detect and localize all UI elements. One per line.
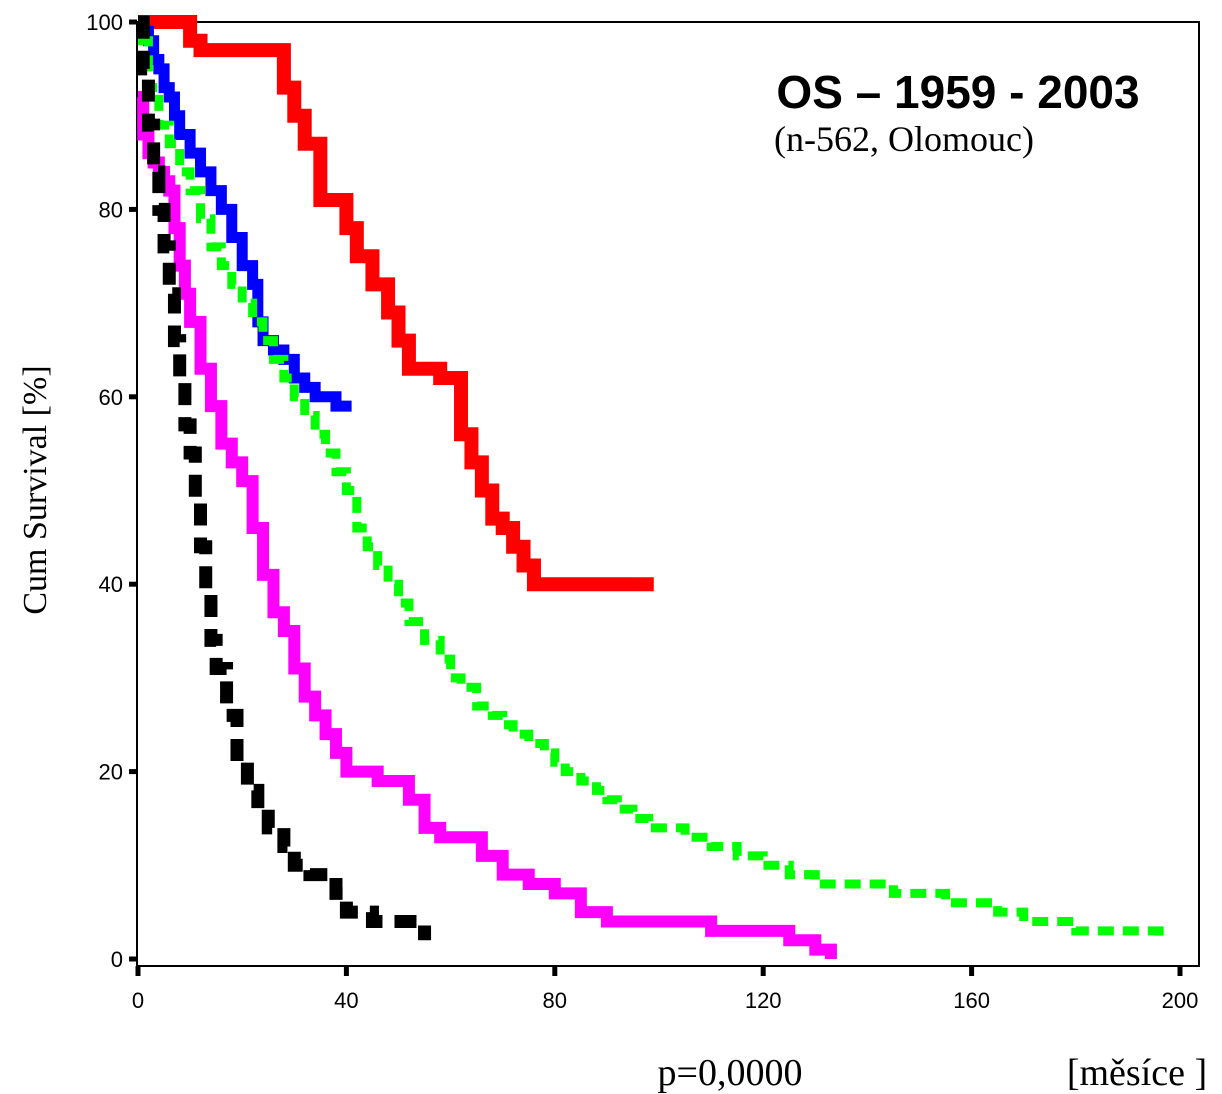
p-value-annotation: p=0,0000 (658, 1052, 803, 1094)
series-line-3 (137, 90, 837, 959)
tick-layer: 0 40 80 120 160 200 0 20 40 60 80 100 (86, 10, 1198, 1013)
x-tick-label-0: 0 (132, 988, 144, 1013)
series-line-2 (138, 36, 1164, 941)
x-tick-label-4: 160 (953, 988, 990, 1013)
series-line-4 (136, 15, 432, 941)
x-tick-label-3: 120 (745, 988, 782, 1013)
chart-subtitle: (n-562, Olomouc) (774, 119, 1034, 159)
y-axis-label: Cum Survival [%] (17, 365, 54, 614)
chart-title: OS – 1959 - 2003 (776, 66, 1139, 118)
x-axis-label: [měsíce ] (1067, 1052, 1207, 1094)
y-tick-label-1: 20 (99, 760, 123, 785)
y-tick-label-0: 0 (111, 947, 123, 972)
x-tick-label-1: 40 (334, 988, 358, 1013)
series-line-1 (137, 16, 352, 412)
y-tick-label-3: 60 (99, 385, 123, 410)
x-tick-label-2: 80 (543, 988, 567, 1013)
x-tick-label-5: 200 (1162, 988, 1199, 1013)
series-line-0 (138, 15, 654, 592)
y-tick-label-2: 40 (99, 572, 123, 597)
plot-frame (136, 21, 1200, 967)
y-tick-label-4: 80 (99, 197, 123, 222)
series-layer (136, 15, 1164, 959)
y-tick-label-5: 100 (86, 10, 123, 35)
